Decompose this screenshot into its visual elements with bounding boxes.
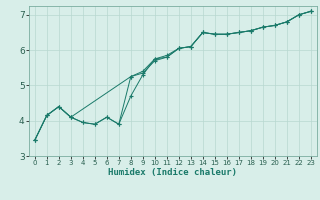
X-axis label: Humidex (Indice chaleur): Humidex (Indice chaleur): [108, 168, 237, 177]
